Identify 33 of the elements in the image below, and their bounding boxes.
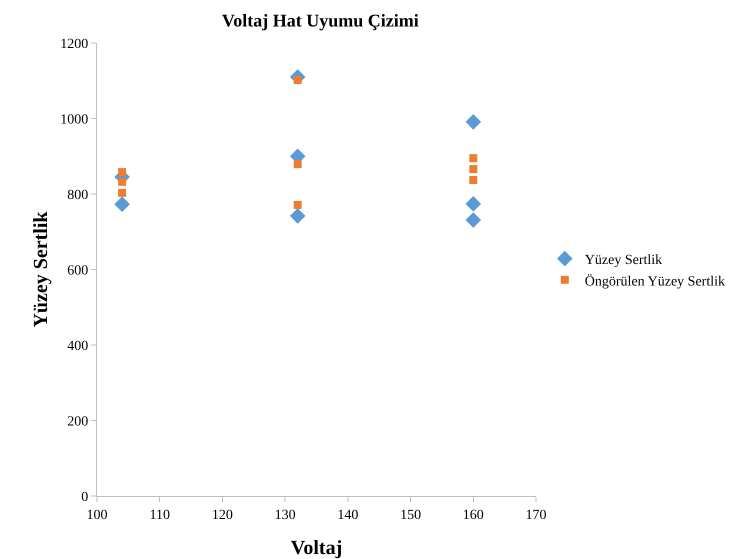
point — [465, 212, 482, 228]
x-tick-label: 170 — [526, 508, 546, 523]
x-tick-label: 160 — [462, 508, 484, 523]
x-tick-label: 130 — [274, 508, 296, 523]
chart-title: Voltaj Hat Uyumu Çizimi — [222, 10, 419, 31]
y-tick-label: 400 — [67, 338, 88, 354]
x-tick-label: 100 — [86, 508, 108, 523]
x-axis-title: Voltaj — [290, 537, 342, 559]
point — [294, 200, 302, 209]
point — [294, 160, 302, 168]
point — [469, 154, 478, 162]
x-tick-label: 110 — [149, 508, 170, 523]
y-tick-label: 200 — [67, 414, 88, 430]
point — [118, 168, 126, 176]
y-tick-label: 1000 — [60, 112, 88, 128]
point — [290, 208, 306, 224]
point — [469, 176, 478, 184]
point — [118, 188, 126, 197]
x-tick-label: 150 — [400, 508, 422, 523]
point — [118, 178, 126, 186]
y-tick-label: 0 — [81, 490, 88, 505]
y-tick-label: 800 — [67, 188, 88, 203]
legend-label: Yüzey Sertlik — [584, 253, 662, 268]
point — [114, 196, 130, 212]
point — [469, 165, 478, 174]
y-tick-label: 1200 — [60, 36, 88, 52]
y-axis-title: Yüzey Sertlik — [30, 210, 52, 328]
legend-label: Öngörülen Yüzey Sertlik — [584, 273, 726, 290]
y-tick-label: 600 — [67, 263, 88, 278]
point — [465, 114, 482, 130]
x-tick-label: 140 — [337, 508, 358, 523]
point — [465, 196, 482, 212]
x-tick-label: 120 — [212, 508, 233, 523]
